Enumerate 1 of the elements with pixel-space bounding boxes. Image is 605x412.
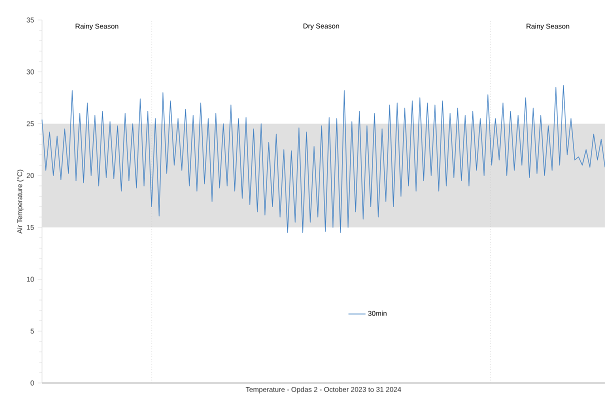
line-series <box>42 84 605 233</box>
